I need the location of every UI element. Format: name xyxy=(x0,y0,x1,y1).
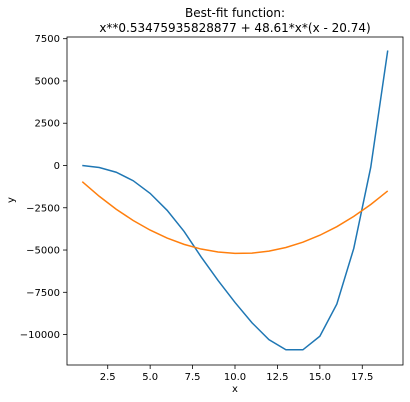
x-tick-label: 17.5 xyxy=(351,372,373,383)
chart-title-line-2: x**0.53475935828877 + 48.61*x*(x - 20.74… xyxy=(99,21,371,35)
x-tick-label: 10.0 xyxy=(224,372,246,383)
plot-frame xyxy=(66,36,404,366)
y-tick-label: −7500 xyxy=(26,288,60,299)
x-tick-label: 15.0 xyxy=(309,372,331,383)
axes-layer: 2.5 5.0 7.5 10.0 12.5 15.0 17.5 −10000 −7500 −500… xyxy=(20,34,404,383)
x-tick-label: 2.5 xyxy=(100,372,116,383)
y-tick-label: 7500 xyxy=(35,34,60,45)
y-axis-label: y xyxy=(6,197,17,203)
chart-title-line-1: Best-fit function: xyxy=(184,6,286,20)
x-axis-label: x xyxy=(232,384,238,395)
series-layer xyxy=(81,50,389,351)
y-tick-label: 2500 xyxy=(35,119,60,130)
series-line-2 xyxy=(81,181,389,255)
y-tick-label: −10000 xyxy=(20,330,60,341)
y-tick-label: −5000 xyxy=(26,246,60,257)
y-tick-label: 5000 xyxy=(35,76,60,87)
series-line-1 xyxy=(82,50,389,351)
y-tick-label: 0 xyxy=(54,161,60,172)
y-tick-label: −2500 xyxy=(26,203,60,214)
x-tick-label: 5.0 xyxy=(142,372,158,383)
x-tick-label: 7.5 xyxy=(185,372,201,383)
x-tick-label: 12.5 xyxy=(266,372,288,383)
